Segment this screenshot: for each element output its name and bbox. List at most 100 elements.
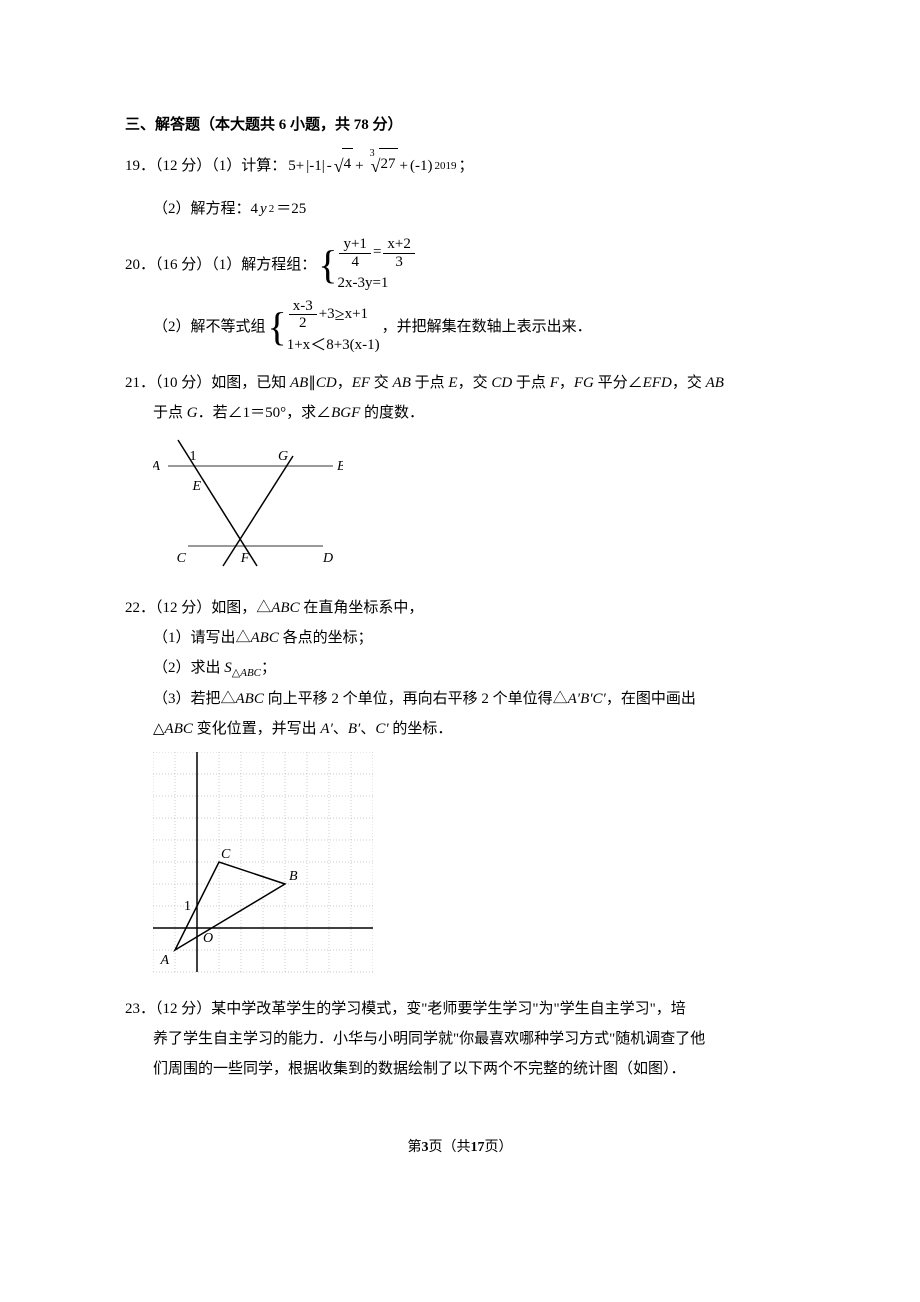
svg-text:O: O [203,931,213,946]
q19-y: y [260,194,267,224]
q22-p3a: （3）若把△ [153,691,236,707]
q22-ap: A′ [320,721,332,737]
q22-p3g: 、 [360,721,375,737]
svg-text:A: A [153,459,160,474]
q22-part3b: △ABC 变化位置，并写出 A′、B′、C′ 的坐标． [125,714,795,744]
q21-t5: ，交 [458,375,492,391]
footer-prefix: 第 [408,1140,422,1155]
problem-23: 23．（12 分）某中学改革学生的学习模式，变"老师要学生学习"为"学生自主学习… [125,994,795,1084]
q19-sqrt4-val: 4 [342,148,354,179]
q22-tri: △ [232,667,240,679]
q21-t9: ，交 [672,375,706,391]
q20-ineq1-rest: +3 [319,305,335,325]
q21-fg: FG [574,375,594,391]
q22-part3a: （3）若把△ABC 向上平移 2 个单位，再向右平移 2 个单位得△A′B′C′… [125,684,795,714]
footer-suffix: 页） [485,1140,513,1155]
q22-p3abc: ABC [236,691,264,707]
q21-ab2: AB [393,375,411,391]
svg-text:A: A [159,953,169,968]
q19-exp: 2019 [434,155,456,177]
q22-p3c: ，在图中画出 [606,691,696,707]
q20-eq1-eq: = [373,243,381,263]
q20-part2: （2）解不等式组 { x-32 +3 ≥ x+1 1+x ＜ 8+3(x-1) … [125,298,795,357]
svg-text:E: E [191,479,201,494]
q22-p2abc: ABC [240,667,261,679]
q22-abc: ABC [271,600,299,616]
q19-semi: ； [458,151,473,181]
q21-ab3: AB [706,375,724,391]
q21-t12: 的度数． [360,405,424,421]
q21-line2: 于点 G．若∠1＝50°，求∠BGF 的度数． [125,398,795,428]
q22-p3h: 的坐标． [389,721,453,737]
q19-eq25: ＝25 [276,194,306,224]
q21-par: ∥ [308,375,316,391]
q19-cbrt27: 3 √27 [366,148,398,184]
q22-p3f: 、 [333,721,348,737]
q20-ineq1-den: 2 [295,315,311,332]
q20-ineq1-ge: ≥ [335,303,345,326]
q20-part1: 20．（16 分）（1）解方程组： { y+14 = x+23 2x-3y=1 [125,236,795,294]
q20-eq1-num: y+1 [339,236,370,254]
q22-p2b: ； [261,660,276,676]
q21-diagram: ABCDEFG1 [125,436,795,581]
q23-line3: 们周围的一些同学，根据收集到的数据绘制了以下两个不完整的统计图（如图）． [125,1054,795,1084]
q21-t6: 于点 [512,375,550,391]
footer-total: 17 [471,1140,485,1155]
q20-eq1-den2: 3 [391,254,407,271]
q19-part1: 19．（12 分）（1）计算： 5+ |-1| - √4 + 3 √27 + (… [125,148,795,184]
q21-t8: 平分∠ [594,375,643,391]
q20-ineq2-left: 1+x [287,336,310,356]
q22-diagram: ABCO1xy [125,752,795,982]
q20-ineq2-lt: ＜ [310,336,326,357]
svg-text:C: C [221,847,231,862]
q21-t11: ．若∠1＝50°，求∠ [198,405,332,421]
q22-p3b: 向上平移 2 个单位，再向右平移 2 个单位得△ [264,691,568,707]
svg-text:C: C [177,551,187,566]
q19-prefix: 19．（12 分）（1）计算： [125,151,286,181]
q22-part2: （2）求出 S△ABC； [125,653,795,684]
q20-system: { y+14 = x+23 2x-3y=1 [318,236,417,294]
q20-prefix: 20．（16 分）（1）解方程组： [125,250,316,280]
q22-p3e: 变化位置，并写出 [193,721,321,737]
q21-bgf: BGF [331,405,360,421]
q21-f: F [550,375,559,391]
q21-g: G [187,405,198,421]
q19-sq: 2 [269,198,275,220]
footer-mid: 页（共 [429,1140,471,1155]
q20-ineq1: x-32 +3 ≥ x+1 [287,298,380,332]
q22-t2: 在直角坐标系中， [300,600,424,616]
q20-ineq1-num: x-3 [289,298,317,316]
q19-neg1: (-1) [410,151,433,181]
q19-sqrt4: √4 [334,148,353,184]
q19-plus2: + [400,151,408,181]
q21-efd: EFD [643,375,672,391]
q22-part1: （1）请写出△ABC 各点的坐标； [125,623,795,653]
q20-p2-suffix: ，并把解集在数轴上表示出来． [382,312,592,342]
q22-p1b: 各点的坐标； [279,630,373,646]
q22-bp: B′ [348,721,360,737]
q23-line1: 23．（12 分）某中学改革学生的学习模式，变"老师要学生学习"为"学生自主学习… [125,994,795,1024]
q21-t4: 于点 [411,375,449,391]
q19-cbrt27-val: 27 [379,148,398,179]
q19-part2: （2）解方程：4y2＝25 [125,194,795,224]
q20-eq1: y+14 = x+23 [337,236,416,270]
q22-p2a: （2）求出 [153,660,224,676]
q21-t1: 21．（10 分）如图，已知 [125,375,290,391]
section-heading: 三、解答题（本大题共 6 小题，共 78 分） [125,110,795,140]
svg-text:1: 1 [190,449,197,464]
q19-plus: + [355,151,363,181]
q22-t1: 22．（12 分）如图，△ [125,600,271,616]
problem-22: 22．（12 分）如图，△ABC 在直角坐标系中， （1）请写出△ABC 各点的… [125,593,795,982]
q21-cd2: CD [491,375,512,391]
svg-text:1: 1 [184,899,191,914]
svg-text:D: D [322,551,333,566]
svg-text:G: G [278,449,288,464]
problem-20: 20．（16 分）（1）解方程组： { y+14 = x+23 2x-3y=1 … [125,236,795,356]
q22-sub: △ABC [232,667,261,679]
q20-p2-prefix: （2）解不等式组 [153,312,266,342]
q21-ab: AB [290,375,308,391]
q19-p2-text: （2）解方程：4 [153,194,258,224]
q21-t10: 于点 [153,405,187,421]
svg-text:B: B [289,869,298,884]
q22-aprime: A′B′C′ [568,691,606,707]
